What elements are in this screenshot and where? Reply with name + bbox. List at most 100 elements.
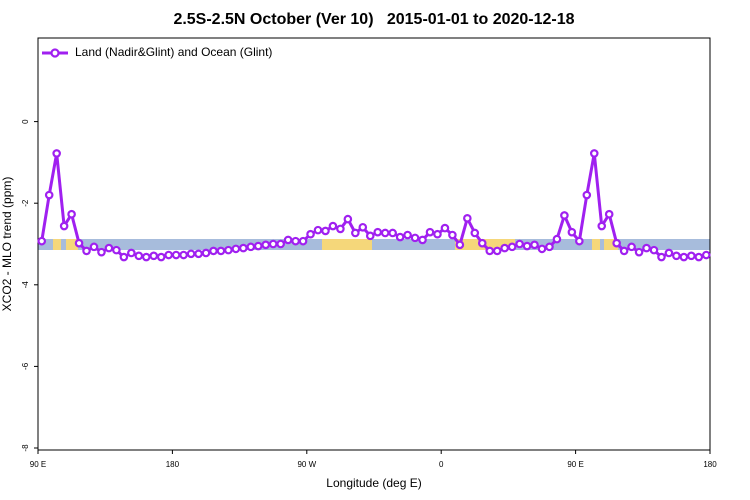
- data-point: [440, 223, 450, 233]
- data-point: [291, 236, 300, 246]
- data-point: [358, 222, 368, 232]
- data-point: [201, 248, 211, 258]
- data-point: [328, 221, 338, 231]
- data-point: [388, 228, 397, 238]
- data-point: [575, 236, 584, 246]
- data-point: [589, 149, 599, 158]
- data-point: [664, 248, 674, 258]
- data-point: [119, 252, 129, 262]
- data-point: [194, 249, 203, 259]
- data-point: [239, 243, 248, 253]
- data-point: [104, 243, 114, 253]
- data-point: [433, 229, 442, 239]
- data-point: [171, 250, 181, 260]
- x-tick-label: 180: [703, 460, 717, 469]
- data-point: [701, 250, 711, 260]
- data-point: [470, 228, 480, 238]
- plot-frame: [37, 37, 711, 451]
- data-point: [74, 238, 84, 248]
- data-point: [373, 227, 383, 237]
- data-point: [261, 240, 271, 250]
- data-point: [582, 190, 592, 200]
- data-point: [500, 243, 509, 253]
- data-point: [149, 251, 159, 261]
- data-point: [253, 241, 263, 251]
- data-point: [351, 228, 360, 238]
- data-point: [268, 239, 278, 249]
- data-point: [82, 246, 91, 256]
- data-point: [306, 229, 315, 239]
- data-point: [515, 239, 524, 249]
- data-point: [67, 209, 76, 219]
- data-point: [463, 213, 472, 223]
- data-point: [44, 190, 54, 200]
- x-axis-label: Longitude (deg E): [326, 476, 421, 490]
- data-point: [283, 235, 293, 245]
- x-tick-label: 90 E: [30, 460, 46, 469]
- legend-marker: [50, 48, 60, 58]
- data-point: [657, 252, 666, 262]
- data-point: [365, 231, 375, 241]
- x-tick-label: 0: [439, 460, 444, 469]
- data-point: [343, 214, 353, 224]
- data-point: [619, 246, 629, 256]
- data-point: [418, 235, 427, 245]
- data-point: [612, 238, 621, 248]
- data-point: [642, 243, 651, 253]
- data-point: [507, 242, 517, 252]
- data-point: [395, 232, 405, 242]
- data-point: [179, 250, 188, 260]
- data-point: [321, 226, 330, 236]
- data-point: [545, 242, 554, 252]
- data-point: [298, 236, 308, 246]
- y-tick-label: -2: [21, 199, 30, 207]
- data-point: [485, 246, 495, 256]
- data-point: [127, 248, 136, 258]
- data-point: [567, 227, 577, 237]
- data-point: [380, 228, 390, 238]
- data-point: [59, 221, 69, 231]
- data-point: [560, 211, 569, 220]
- data-point: [694, 252, 704, 262]
- y-axis-label: XCO2 - MLO trend (ppm): [0, 177, 14, 312]
- data-point: [672, 251, 681, 261]
- data-point: [156, 252, 166, 262]
- data-point: [141, 252, 151, 262]
- x-tick-label: 90 W: [297, 460, 316, 469]
- data-point: [552, 234, 562, 244]
- data-point: [246, 242, 256, 252]
- data-point: [231, 244, 241, 254]
- data-point: [597, 221, 607, 231]
- data-point: [209, 246, 218, 256]
- data-point: [403, 230, 412, 240]
- data-point: [522, 241, 532, 251]
- data-point: [216, 246, 226, 256]
- data-point: [425, 227, 435, 237]
- data-point: [649, 245, 659, 255]
- data-point: [313, 225, 323, 235]
- legend-label: Land (Nadir&Glint) and Ocean (Glint): [75, 45, 272, 59]
- data-point: [634, 247, 644, 257]
- data-point: [477, 238, 487, 248]
- data-point: [687, 251, 696, 261]
- x-tick-label: 180: [166, 460, 180, 469]
- data-point: [448, 230, 457, 240]
- data-point: [164, 250, 173, 260]
- data-point: [89, 242, 99, 252]
- data-point: [604, 209, 614, 219]
- data-point: [627, 242, 636, 252]
- data-point: [679, 252, 689, 262]
- y-tick-label: -4: [21, 281, 30, 289]
- data-point: [410, 233, 420, 243]
- y-tick-label: -8: [21, 444, 30, 452]
- data-point: [134, 251, 144, 261]
- data-point: [224, 245, 233, 255]
- y-tick-label: 0: [21, 119, 30, 124]
- data-point: [492, 246, 502, 256]
- data-point: [336, 224, 345, 234]
- data-point: [186, 249, 196, 259]
- data-point: [276, 239, 285, 249]
- chart-title: 2.5S-2.5N October (Ver 10) 2015-01-01 to…: [173, 11, 574, 28]
- data-point: [52, 149, 61, 158]
